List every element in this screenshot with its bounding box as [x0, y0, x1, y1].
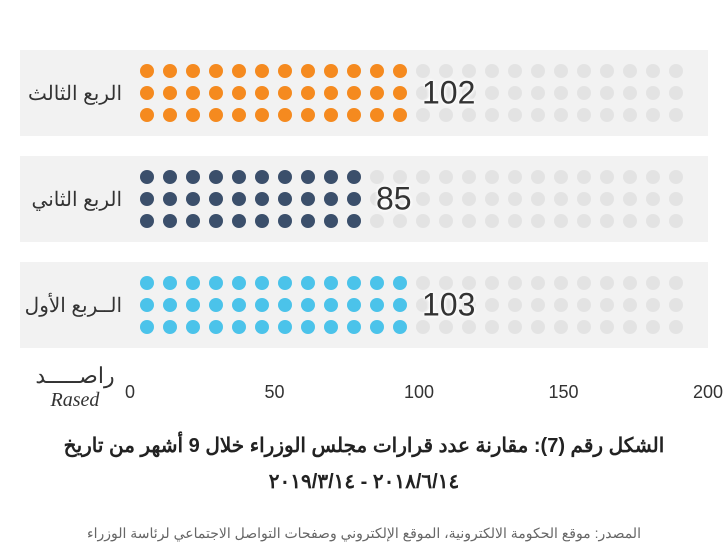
source-line: المصدر: موقع الحكومة الالكترونية، الموقع… — [0, 525, 728, 542]
axis-tick: 200 — [693, 382, 723, 403]
brand-english: Rased — [20, 389, 130, 412]
dots-q1: 103 — [130, 270, 708, 340]
dots-q3: 102 — [130, 58, 708, 128]
chart-row-q3: الربع الثالث 102 — [20, 50, 708, 136]
caption-line-2: ٢٠١٨/٦/١٤ - ٢٠١٩/٣/١٤ — [269, 471, 459, 493]
dots-q2: 85 — [130, 164, 708, 234]
chart-row-q1: الــربع الأول 103 — [20, 262, 708, 348]
axis-tick: 100 — [404, 382, 434, 403]
axis-tick: 150 — [548, 382, 578, 403]
value-label-q2: 85 — [376, 181, 412, 218]
value-label-q3: 102 — [422, 75, 475, 112]
row-label-q1: الــربع الأول — [20, 293, 130, 318]
chart-row-q2: الربع الثاني 85 — [20, 156, 708, 242]
x-axis: 050100150200 — [130, 378, 708, 408]
brand-block: راصـــــد Rased — [20, 363, 130, 412]
value-label-q1: 103 — [422, 287, 475, 324]
brand-arabic: راصـــــد — [20, 363, 130, 389]
row-label-q3: الربع الثالث — [20, 81, 130, 106]
figure-caption: الشكل رقم (7): مقارنة عدد قرارات مجلس ال… — [0, 428, 728, 500]
chart-area: الربع الثالث 102 الربع الثاني 85 الــربع الأ… — [20, 50, 708, 368]
row-label-q2: الربع الثاني — [20, 187, 130, 212]
axis-tick: 0 — [125, 382, 135, 403]
axis-tick: 50 — [264, 382, 284, 403]
caption-line-1: الشكل رقم (7): مقارنة عدد قرارات مجلس ال… — [64, 435, 665, 457]
